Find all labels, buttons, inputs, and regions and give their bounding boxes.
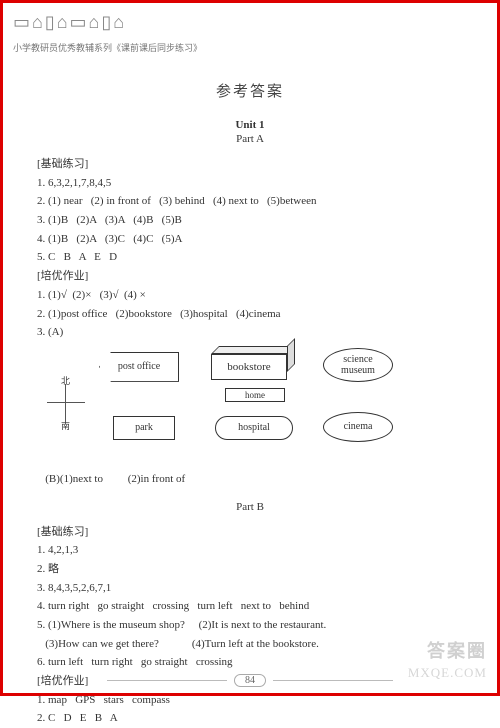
watermark-1: 答案圈	[427, 637, 487, 663]
compass-icon: 北 南	[47, 384, 85, 422]
line: 4. turn right go straight crossing turn …	[37, 597, 463, 616]
line: 5. C B A E D	[37, 248, 463, 267]
section-adv-a: [培优作业]	[37, 267, 463, 286]
unit-title: Unit 1	[37, 119, 463, 131]
line: 3. (A)	[37, 323, 463, 342]
shape-post-office: post office	[99, 352, 179, 382]
compass-wrap: 北 南	[37, 346, 95, 422]
page-header: ▭⌂▯⌂▭⌂▯⌂	[3, 3, 497, 41]
main-title: 参考答案	[37, 80, 463, 101]
shape-science-museum: sciencemuseum	[323, 348, 393, 382]
line: 4. (1)B (2)A (3)C (4)C (5)A	[37, 230, 463, 249]
section-basic-b: [基础练习]	[37, 523, 463, 542]
line: 5. (1)Where is the museum shop? (2)It is…	[37, 616, 463, 635]
page-root: ▭⌂▯⌂▭⌂▯⌂ 小学教研员优秀教辅系列《课前课后同步练习》 参考答案 Unit…	[0, 0, 500, 696]
shape-park: park	[113, 416, 175, 440]
line: 6. turn left turn right go straight cros…	[37, 653, 463, 672]
content-area: 参考答案 Unit 1 Part A [基础练习] 1. 6,3,2,1,7,8…	[3, 54, 497, 728]
part-b-title: Part B	[37, 501, 463, 513]
header-decoration: ▭⌂▯⌂▭⌂▯⌂	[13, 12, 126, 33]
line: 2. 略	[37, 560, 463, 579]
line: (B)(1)next to (2)in front of	[37, 470, 463, 489]
line: 1. 4,2,1,3	[37, 541, 463, 560]
shape-hospital: hospital	[215, 416, 293, 440]
shape-home: home	[225, 388, 285, 402]
line: 1. (1)√ (2)× (3)√ (4) ×	[37, 286, 463, 305]
line: (3)How can we get there? (4)Turn left at…	[37, 635, 463, 654]
line: 3. (1)B (2)A (3)A (4)B (5)B	[37, 211, 463, 230]
page-number: 84	[234, 674, 266, 687]
diagram-wrap: 北 南 post office bookstore sciencemuseum …	[37, 346, 463, 466]
watermark-2: MXQE.COM	[408, 665, 487, 681]
bookstore-label: bookstore	[227, 361, 270, 373]
line: 2. (1) near (2) in front of (3) behind (…	[37, 192, 463, 211]
header-series-text: 小学教研员优秀教辅系列《课前课后同步练习》	[3, 41, 497, 54]
line: 1. 6,3,2,1,7,8,4,5	[37, 174, 463, 193]
line: 2. C D E B A	[37, 709, 463, 728]
section-basic-a: [基础练习]	[37, 155, 463, 174]
line: 2. (1)post office (2)bookstore (3)hospit…	[37, 305, 463, 324]
shape-bookstore: bookstore	[211, 346, 295, 380]
map-diagram: post office bookstore sciencemuseum home…	[95, 346, 395, 466]
shape-cinema: cinema	[323, 412, 393, 442]
part-a-title: Part A	[37, 133, 463, 145]
line: 3. 8,4,3,5,2,6,7,1	[37, 579, 463, 598]
line: 1. map GPS stars compass	[37, 691, 463, 710]
